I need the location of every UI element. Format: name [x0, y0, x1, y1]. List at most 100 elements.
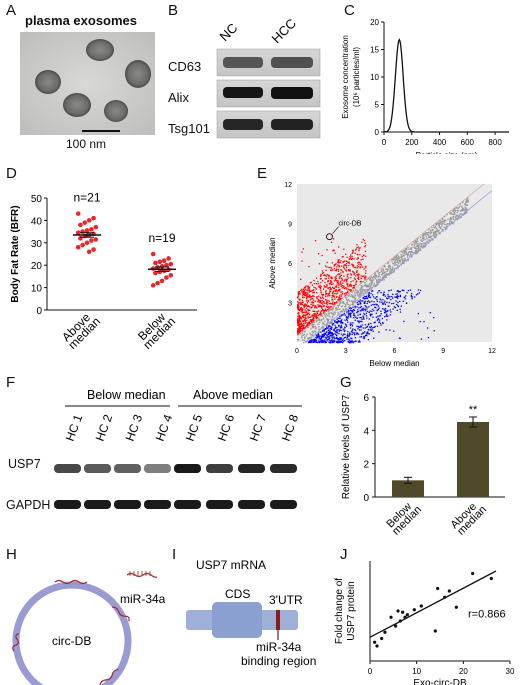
up-point [323, 274, 325, 277]
down-point [332, 322, 335, 325]
ns-point [455, 217, 457, 219]
up-point [307, 285, 310, 288]
down-point [334, 324, 336, 327]
ns-point [465, 207, 468, 210]
down-point [377, 317, 379, 320]
ns-point [384, 271, 387, 273]
ns-point [348, 306, 351, 309]
up-point [310, 301, 313, 303]
ns-point [383, 279, 385, 281]
up-point [320, 291, 322, 294]
up-point [309, 281, 312, 284]
up-point [307, 310, 309, 312]
up-point [321, 307, 323, 309]
ns-point [370, 277, 372, 280]
up-point [330, 241, 333, 244]
down-point [340, 340, 342, 342]
data-point [93, 224, 99, 230]
down-point [356, 301, 358, 304]
down-point [333, 333, 335, 335]
up-point [347, 283, 349, 285]
down-point [336, 336, 338, 338]
up-point [297, 328, 299, 330]
down-point [359, 313, 362, 315]
down-point [328, 324, 330, 327]
ns-point [335, 307, 337, 310]
up-point [317, 310, 320, 312]
down-point [411, 295, 413, 298]
down-point [334, 321, 336, 323]
ns-point [395, 257, 398, 260]
down-point [362, 315, 364, 317]
up-point [302, 314, 305, 316]
down-point [385, 297, 388, 299]
down-point [391, 302, 393, 305]
ns-point [364, 289, 366, 291]
down-point [433, 330, 435, 332]
ns-point [377, 270, 379, 272]
up-point [361, 255, 363, 258]
up-point [300, 323, 302, 326]
down-point [396, 297, 399, 299]
down-point [322, 329, 324, 332]
up-point [303, 293, 305, 295]
ns-point [440, 223, 442, 225]
down-point [329, 335, 331, 337]
ns-point [466, 198, 468, 201]
down-point [313, 339, 315, 341]
ns-point [464, 208, 467, 210]
ns-point [332, 309, 334, 311]
up-point [330, 277, 333, 280]
up-point [333, 302, 336, 304]
ns-point [374, 275, 376, 277]
down-point [371, 308, 374, 310]
up-point [345, 253, 347, 255]
up-point [361, 241, 363, 243]
up-point [336, 290, 338, 293]
down-point [372, 316, 374, 318]
down-point [329, 341, 331, 344]
up-point [315, 313, 317, 315]
up-point [343, 268, 346, 270]
band-gapdh [238, 500, 265, 509]
up-point [306, 324, 308, 327]
up-point [329, 302, 331, 304]
up-point [304, 322, 307, 324]
ns-point [408, 248, 410, 250]
band-gapdh [114, 500, 141, 509]
x-tick-label: 20 [459, 667, 468, 676]
ns-point [327, 320, 330, 322]
ns-point [339, 314, 342, 316]
down-point [318, 340, 320, 342]
up-point [357, 277, 360, 279]
down-point [364, 300, 366, 302]
up-point [343, 275, 345, 277]
up-point [311, 284, 314, 286]
ns-point [360, 288, 363, 290]
down-point [331, 322, 333, 324]
up-point [355, 248, 357, 250]
ns-point [370, 284, 372, 287]
up-point [329, 295, 331, 297]
up-point [307, 295, 309, 297]
ns-point [359, 289, 361, 292]
ns-point [326, 319, 329, 321]
up-point [325, 278, 328, 280]
down-point [363, 298, 366, 300]
down-point [361, 333, 363, 335]
ns-point [297, 338, 299, 341]
down-point [356, 333, 358, 335]
up-point [345, 265, 348, 267]
ns-point [463, 209, 465, 211]
x-tick-label: 3 [344, 348, 348, 355]
up-point [355, 280, 358, 283]
circ-db-ring [12, 581, 132, 685]
ns-point [324, 320, 326, 323]
data-point [89, 227, 94, 232]
ns-point [450, 218, 453, 221]
ns-point [341, 310, 343, 312]
down-point [352, 332, 355, 334]
up-point [341, 284, 343, 287]
up-point [329, 266, 331, 269]
ns-point [443, 226, 445, 228]
